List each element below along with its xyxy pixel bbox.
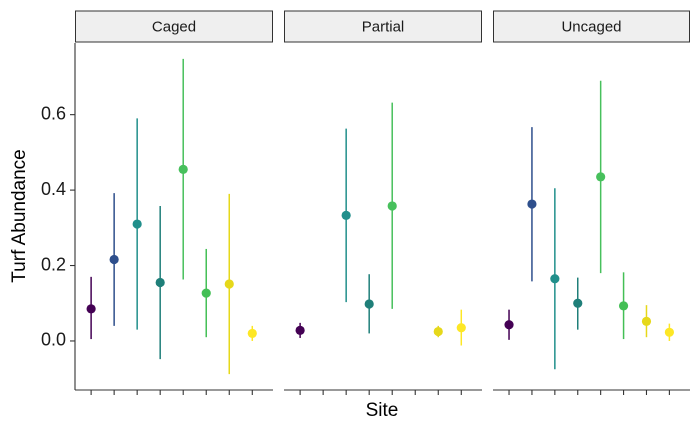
mean-point — [178, 164, 188, 174]
mean-point — [155, 277, 165, 288]
mean-point — [364, 299, 374, 309]
y-tick-label: 0.6 — [41, 103, 66, 123]
mean-point — [550, 274, 560, 284]
mean-point — [247, 328, 257, 339]
mean-point — [527, 199, 537, 209]
mean-point — [596, 172, 606, 182]
panels: Caged Partial Uncaged — [75, 10, 690, 395]
mean-point — [456, 323, 466, 333]
mean-point — [132, 219, 142, 229]
mean-point — [109, 254, 119, 265]
y-axis: 0.0 0.2 0.4 0.6 — [41, 43, 76, 390]
mean-point — [341, 210, 351, 220]
y-tick-label: 0.2 — [41, 254, 66, 274]
mean-point — [86, 304, 96, 314]
mean-point — [618, 301, 629, 311]
mean-point — [224, 279, 234, 289]
y-axis-title: Turf Abundance — [9, 149, 30, 282]
mean-point — [387, 201, 397, 211]
mean-point — [433, 326, 443, 337]
facet-strip-label: Partial — [362, 18, 405, 35]
mean-point — [664, 327, 674, 337]
mean-point — [573, 298, 583, 308]
mean-point — [201, 288, 211, 298]
mean-point — [504, 320, 514, 330]
facet-panel-caged: Caged — [75, 10, 273, 395]
facet-panel-partial: Partial — [284, 10, 482, 395]
facet-strip-label: Caged — [152, 18, 196, 35]
mean-point — [641, 316, 652, 326]
facet-panel-uncaged: Uncaged — [493, 10, 690, 395]
facet-strip-label: Uncaged — [561, 18, 621, 35]
mean-point — [295, 325, 305, 336]
y-tick-label: 0.0 — [41, 330, 66, 350]
facet-strip — [75, 10, 273, 43]
x-axis-title: Site — [366, 400, 399, 421]
facet-strip — [493, 10, 690, 43]
facet-strip — [284, 10, 482, 43]
y-tick-label: 0.4 — [41, 179, 66, 199]
